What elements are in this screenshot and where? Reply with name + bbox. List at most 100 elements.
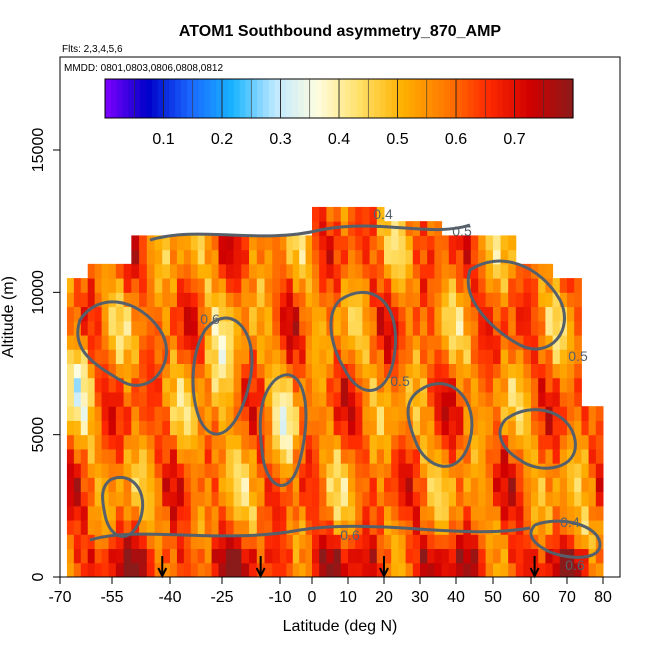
heatmap-cell [538, 491, 546, 507]
heatmap-cell [73, 534, 82, 550]
heatmap-cell [162, 520, 171, 535]
heatmap-cell [391, 278, 399, 293]
heatmap-cell [420, 477, 428, 493]
heatmap-cell [384, 420, 392, 436]
heatmap-cell [139, 249, 148, 265]
heatmap-cell [405, 335, 414, 350]
heatmap-cell [523, 548, 532, 564]
heatmap-cell [478, 463, 487, 478]
heatmap-cell [146, 548, 156, 564]
heatmap-cell [552, 477, 561, 493]
heatmap-cell [456, 520, 464, 535]
heatmap-cell [559, 463, 568, 478]
heatmap-cell [146, 520, 156, 535]
heatmap-cell [340, 335, 349, 350]
heatmap-cell [154, 278, 163, 293]
heatmap-cell [73, 306, 82, 322]
heatmap-cell [80, 448, 89, 464]
heatmap-cell [225, 534, 235, 550]
heatmap-cell [559, 292, 568, 308]
heatmap-cell [441, 520, 450, 535]
heatmap-cell [485, 463, 494, 478]
heatmap-cell [225, 335, 235, 350]
heatmap-cell [80, 406, 89, 421]
heatmap-cell [292, 520, 300, 535]
heatmap-cell [362, 278, 371, 293]
heatmap-cell [567, 306, 575, 322]
heatmap-cell [108, 406, 117, 421]
heatmap-cell [233, 292, 242, 308]
heatmap-cell [552, 548, 561, 564]
heatmap-cell [292, 292, 300, 308]
heatmap-cell [463, 363, 472, 379]
heatmap-cell [233, 434, 242, 450]
heatmap-cell [73, 363, 82, 379]
heatmap-cell [463, 292, 472, 308]
heatmap-cell [369, 477, 378, 493]
heatmap-cell [326, 562, 335, 578]
heatmap-cell [170, 391, 178, 407]
heatmap-cell [162, 562, 171, 578]
heatmap-cell [108, 349, 117, 364]
heatmap-cell [456, 278, 464, 293]
heatmap-cell [170, 420, 178, 436]
heatmap-cell [80, 420, 89, 436]
contour-line [529, 519, 602, 559]
colorbar-segment [321, 79, 328, 118]
colorbar-segment [333, 79, 340, 118]
heatmap-cell [154, 249, 163, 265]
heatmap-cell [515, 548, 524, 564]
heatmap-cell [434, 306, 443, 322]
heatmap-cell [94, 406, 103, 421]
heatmap-cell [398, 463, 407, 478]
heatmap-cell [280, 363, 287, 379]
heatmap-cell [80, 377, 89, 393]
heatmap-cell [362, 463, 371, 478]
heatmap-cell [170, 548, 178, 564]
heatmap-cell [66, 391, 75, 407]
colorbar-segment [537, 79, 545, 118]
heatmap-cell [87, 434, 96, 450]
colorbar-segment [251, 79, 258, 118]
heatmap-cell [538, 377, 546, 393]
heatmap-cell [391, 463, 399, 478]
heatmap-cell [405, 505, 414, 521]
heatmap-cell [463, 548, 472, 564]
heatmap-cell [272, 505, 281, 521]
heatmap-cell [376, 278, 385, 293]
heatmap-cell [581, 463, 590, 478]
heatmap-cell [398, 235, 407, 251]
heatmap-cell [362, 335, 371, 350]
heatmap-cell [233, 548, 242, 564]
heatmap-cell [233, 377, 242, 393]
heatmap-cell [286, 249, 294, 265]
colorbar-segment [391, 79, 399, 118]
heatmap-cell [87, 520, 96, 535]
heatmap-cell [108, 505, 117, 521]
heatmap-cell [552, 534, 561, 550]
heatmap-cell [493, 448, 502, 464]
heatmap-cell [434, 477, 443, 493]
heatmap-cell [87, 292, 96, 308]
heatmap-cell [456, 377, 464, 393]
heatmap-cell [538, 278, 546, 293]
colorbar-tick-label: 0.5 [386, 131, 408, 148]
heatmap-cell [376, 320, 385, 336]
heatmap-cell [183, 263, 192, 279]
heatmap-cell [463, 249, 472, 265]
heatmap-cell [500, 278, 509, 293]
heatmap-cell [448, 278, 457, 293]
heatmap-cell [581, 491, 590, 507]
heatmap-cell [204, 491, 213, 507]
heatmap-cell [123, 520, 132, 535]
heatmap-cell [225, 562, 235, 578]
heatmap-cell [420, 520, 428, 535]
heatmap-cell [66, 448, 75, 464]
contour-line [406, 382, 474, 468]
heatmap-cell [398, 448, 407, 464]
heatmap-cell [538, 463, 546, 478]
heatmap-cell [405, 477, 414, 493]
heatmap-cell [87, 263, 96, 279]
heatmap-cell [299, 534, 307, 550]
